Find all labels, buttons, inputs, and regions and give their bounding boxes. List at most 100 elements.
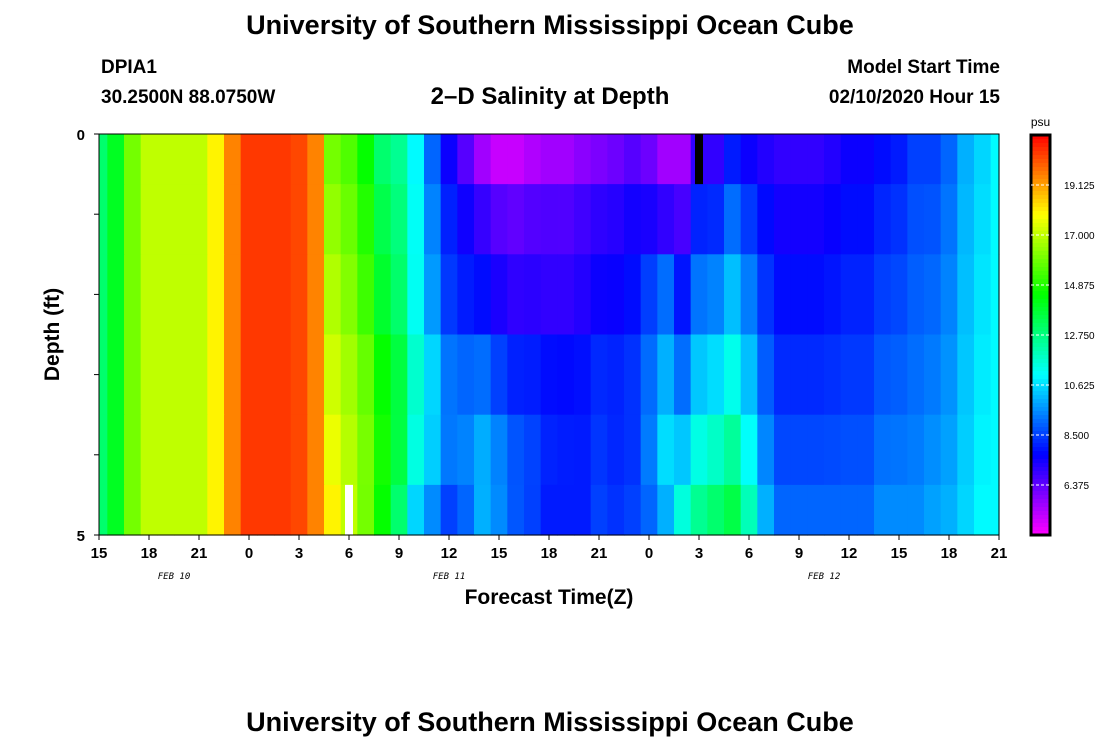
heatmap-cell bbox=[790, 134, 808, 185]
colorbar-segment bbox=[1031, 467, 1050, 472]
colorbar-segment bbox=[1031, 327, 1050, 332]
heatmap-cell bbox=[224, 254, 242, 336]
heatmap-cell bbox=[390, 414, 408, 486]
colorbar-tick-label: 17.000 bbox=[1064, 231, 1095, 242]
heatmap-cell bbox=[640, 254, 658, 336]
heatmap-cell bbox=[157, 334, 175, 416]
heatmap-cell bbox=[340, 184, 358, 255]
colorbar-segment bbox=[1031, 151, 1050, 156]
heatmap-cell bbox=[324, 134, 342, 185]
heatmap-cell bbox=[557, 134, 575, 185]
heatmap-cell bbox=[374, 414, 392, 486]
colorbar-segment bbox=[1031, 507, 1050, 512]
colorbar-segment bbox=[1031, 499, 1050, 504]
heatmap-cell bbox=[224, 134, 242, 185]
colorbar-segment bbox=[1031, 315, 1050, 320]
heatmap-cell bbox=[307, 134, 325, 185]
colorbar-segment bbox=[1031, 375, 1050, 380]
heatmap-cell bbox=[990, 334, 1000, 416]
heatmap-cell bbox=[324, 484, 342, 536]
heatmap-cell bbox=[107, 254, 125, 336]
date-label: FEB 10 bbox=[158, 572, 191, 582]
heatmap-cell bbox=[507, 484, 525, 536]
heatmap-cell bbox=[624, 414, 642, 486]
heatmap-cell bbox=[957, 254, 975, 336]
heatmap-cell bbox=[490, 134, 508, 185]
x-tick-label: 21 bbox=[991, 545, 1008, 562]
heatmap-cell bbox=[357, 334, 375, 416]
heatmap-cell bbox=[124, 334, 142, 416]
heatmap-cell bbox=[974, 184, 992, 255]
heatmap-cell bbox=[357, 184, 375, 255]
heatmap-cell bbox=[490, 334, 508, 416]
colorbar-tick-label: 14.875 bbox=[1064, 281, 1095, 292]
heatmap-cell bbox=[524, 484, 542, 536]
value-marker bbox=[695, 134, 703, 185]
heatmap-cell bbox=[440, 484, 458, 536]
heatmap-cell bbox=[507, 334, 525, 416]
colorbar-segment bbox=[1031, 363, 1050, 368]
colorbar-segment bbox=[1031, 215, 1050, 220]
heatmap-cell bbox=[290, 484, 308, 536]
heatmap-cell bbox=[424, 134, 442, 185]
colorbar-segment bbox=[1031, 463, 1050, 468]
heatmap-cell bbox=[890, 484, 908, 536]
heatmap-cell bbox=[290, 414, 308, 486]
heatmap-cell bbox=[724, 134, 742, 185]
colorbar-segment bbox=[1031, 247, 1050, 252]
heatmap-cell bbox=[724, 484, 742, 536]
heatmap-cell bbox=[324, 184, 342, 255]
heatmap-cell bbox=[924, 134, 942, 185]
x-tick-label: 15 bbox=[891, 545, 908, 562]
heatmap-cell bbox=[774, 184, 792, 255]
heatmap-cell bbox=[440, 414, 458, 486]
heatmap-cell bbox=[107, 334, 125, 416]
heatmap-cell bbox=[807, 334, 825, 416]
colorbar-segment bbox=[1031, 255, 1050, 260]
heatmap-cell bbox=[174, 254, 192, 336]
heatmap-cell bbox=[274, 254, 292, 336]
colorbar-segment bbox=[1031, 479, 1050, 484]
heatmap-cell bbox=[190, 184, 208, 255]
heatmap-cell bbox=[674, 134, 692, 185]
heatmap-cell bbox=[774, 414, 792, 486]
heatmap-cell bbox=[607, 414, 625, 486]
colorbar-segment bbox=[1031, 515, 1050, 520]
x-axis-title: Forecast Time(Z) bbox=[465, 586, 634, 609]
heatmap-cell bbox=[407, 484, 425, 536]
heatmap-cell bbox=[907, 254, 925, 336]
colorbar-segment bbox=[1031, 167, 1050, 172]
x-tick-label: 21 bbox=[591, 545, 608, 562]
colorbar-segment bbox=[1031, 343, 1050, 348]
heatmap-cell bbox=[99, 134, 108, 185]
heatmap-cell bbox=[974, 254, 992, 336]
heatmap-cell bbox=[124, 484, 142, 536]
heatmap-cell bbox=[390, 484, 408, 536]
heatmap-cell bbox=[157, 134, 175, 185]
heatmap-cell bbox=[607, 334, 625, 416]
colorbar-segment bbox=[1031, 175, 1050, 180]
heatmap-cell bbox=[140, 184, 158, 255]
heatmap-cell bbox=[357, 254, 375, 336]
heatmap-cell bbox=[424, 484, 442, 536]
colorbar-segment bbox=[1031, 487, 1050, 492]
heatmap-cell bbox=[590, 184, 608, 255]
heatmap-cell bbox=[640, 184, 658, 255]
heatmap-cell bbox=[907, 334, 925, 416]
heatmap-cell bbox=[540, 134, 558, 185]
heatmap-cell bbox=[424, 254, 442, 336]
heatmap-cell bbox=[274, 334, 292, 416]
heatmap-cell bbox=[257, 414, 275, 486]
heatmap-cell bbox=[757, 484, 775, 536]
colorbar-segment bbox=[1031, 159, 1050, 164]
heatmap-cells bbox=[99, 134, 1000, 536]
heatmap-cell bbox=[574, 334, 592, 416]
heatmap-cell bbox=[390, 184, 408, 255]
colorbar-tick-label: 8.500 bbox=[1064, 431, 1089, 442]
heatmap-cell bbox=[857, 184, 875, 255]
heatmap-cell bbox=[857, 334, 875, 416]
heatmap-cell bbox=[824, 134, 842, 185]
heatmap-cell bbox=[774, 134, 792, 185]
heatmap-cell bbox=[757, 334, 775, 416]
heatmap-cell bbox=[524, 184, 542, 255]
